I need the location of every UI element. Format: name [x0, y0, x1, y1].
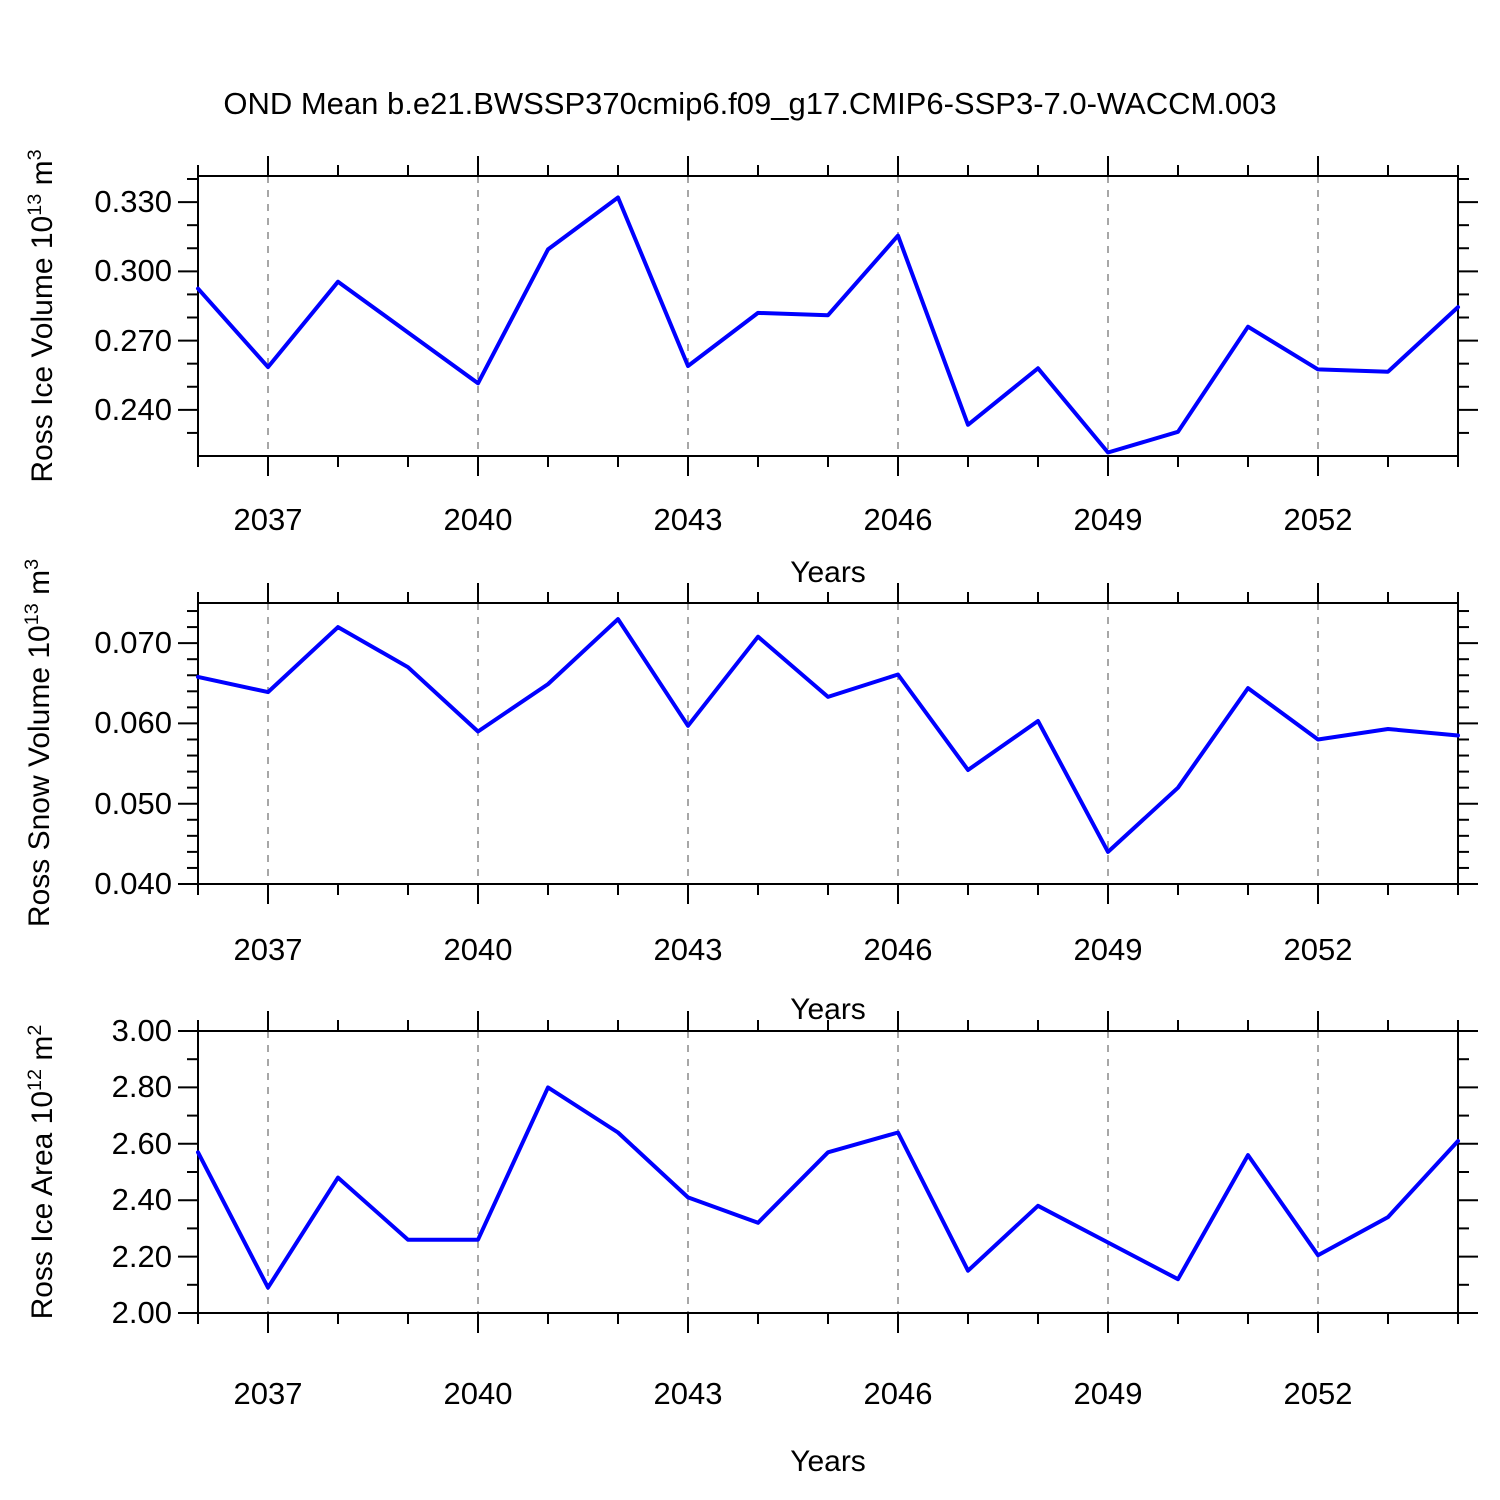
data-line-ross-ice-area	[196, 1085, 1460, 1290]
y-axis-title-exponent: 12	[24, 1068, 46, 1091]
y-tick-label: 2.40	[111, 1182, 172, 1218]
y-axis-title-ross-ice-area: Ross Ice Area 1012 m2	[24, 1024, 60, 1320]
plot-frame	[197, 175, 1459, 457]
x-axis-title-panel2: Years	[790, 993, 866, 1026]
plot-frame	[197, 1030, 1459, 1314]
y-tick-label: 0.070	[94, 625, 172, 661]
x-tick-label: 2052	[1283, 1376, 1353, 1411]
x-axis-title-panel3: Years	[790, 1445, 866, 1478]
y-axis-title-exponent: 13	[21, 603, 43, 626]
y-tick-label: 0.240	[94, 391, 172, 427]
y-axis-title-text: Ross Snow Volume 10	[23, 625, 56, 928]
y-tick-label: 0.270	[94, 322, 172, 358]
panel-ross-ice-volume	[178, 156, 1478, 476]
x-tick-label: 2037	[233, 502, 303, 537]
y-axis-title-ross-snow-volume: Ross Snow Volume 1013 m3	[21, 558, 57, 928]
panel-ross-snow-volume	[178, 583, 1478, 904]
y-axis-title-text: Ross Ice Area 10	[26, 1090, 59, 1320]
y-tick-label: 2.00	[111, 1295, 172, 1330]
y-tick-label: 0.300	[94, 253, 172, 289]
y-tick-label: 2.20	[111, 1238, 172, 1274]
y-axis-title-text: Ross Ice Volume 10	[26, 215, 59, 483]
x-tick-label: 2043	[653, 1376, 723, 1411]
x-tick-label: 2043	[653, 502, 723, 537]
y-axis-title-ross-ice-volume: Ross Ice Volume 1013 m3	[24, 149, 60, 483]
panel-ross-ice-area	[178, 1011, 1478, 1333]
y-tick-label: 0.060	[94, 705, 172, 741]
x-tick-label: 2052	[1283, 502, 1353, 537]
y-tick-label: 0.050	[94, 785, 172, 821]
y-tick-label: 3.00	[111, 1013, 172, 1048]
y-axis-title-unit-exponent: 3	[21, 558, 43, 570]
data-line-ross-ice-volume	[196, 195, 1460, 455]
x-tick-label: 2049	[1073, 502, 1143, 537]
x-axis-title-panel1: Years	[790, 556, 866, 589]
x-tick-label: 2049	[1073, 932, 1143, 967]
y-axis-title-exponent: 13	[24, 193, 46, 216]
y-axis-title-unit: m	[26, 1035, 59, 1069]
x-tick-label: 2037	[233, 932, 303, 967]
y-axis-title-unit: m	[26, 160, 59, 194]
x-tick-label: 2046	[863, 502, 933, 537]
x-tick-label: 2046	[863, 1376, 933, 1411]
y-tick-label: 2.60	[111, 1125, 172, 1161]
y-axis-title-unit-exponent: 2	[24, 1024, 46, 1036]
x-tick-label: 2052	[1283, 932, 1353, 967]
y-tick-label: 0.330	[94, 184, 172, 220]
x-tick-label: 2046	[863, 932, 933, 967]
x-tick-label: 2040	[443, 932, 513, 967]
y-axis-title-unit: m	[23, 569, 56, 604]
y-tick-label: 0.040	[94, 866, 172, 901]
x-tick-label: 2043	[653, 932, 723, 967]
plot-frame	[197, 602, 1459, 885]
chart-title: OND Mean b.e21.BWSSP370cmip6.f09_g17.CMI…	[223, 86, 1277, 121]
x-tick-label: 2049	[1073, 1376, 1143, 1411]
data-line-ross-snow-volume	[196, 617, 1460, 854]
y-axis-title-unit-exponent: 3	[24, 149, 46, 161]
x-tick-label: 2040	[443, 502, 513, 537]
x-tick-label: 2040	[443, 1376, 513, 1411]
x-tick-label: 2037	[233, 1376, 303, 1411]
y-tick-label: 2.80	[111, 1069, 172, 1105]
